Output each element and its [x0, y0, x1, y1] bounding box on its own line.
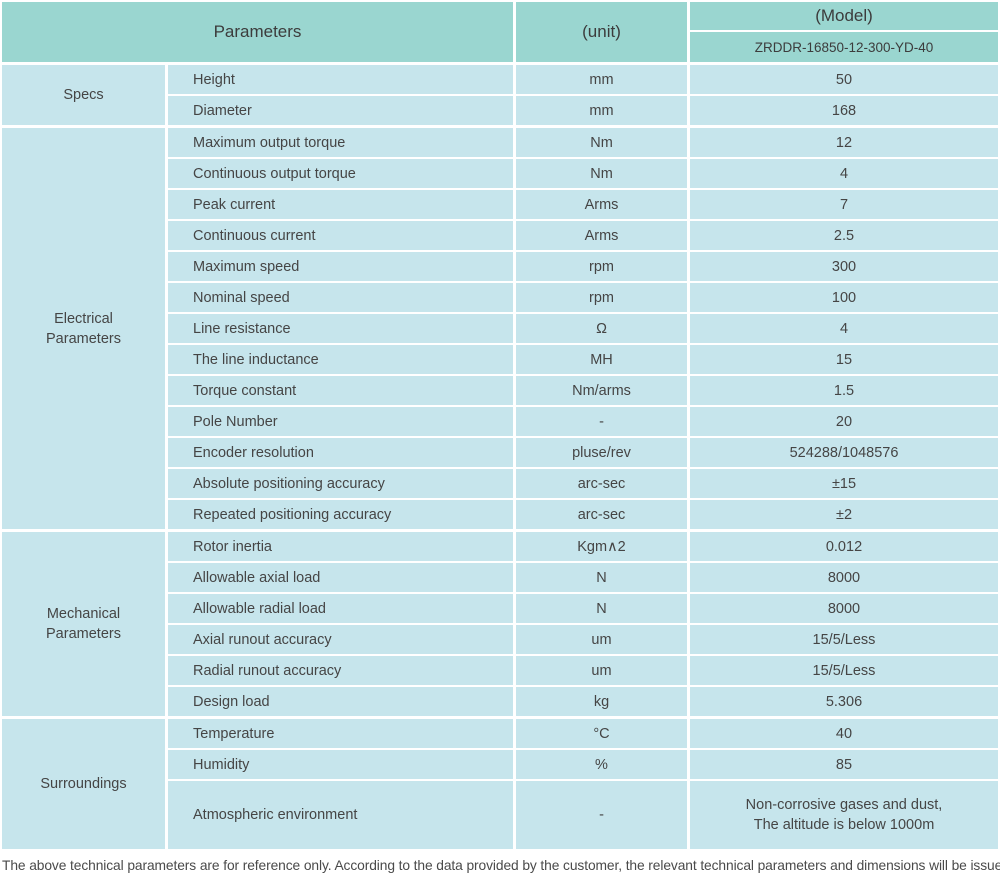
value-cell: 2.5 [690, 221, 998, 250]
param-cell: Radial runout accuracy [168, 656, 513, 685]
table-header: Parameters (unit) (Model) ZRDDR-16850-12… [2, 2, 998, 62]
unit-cell: N [516, 563, 687, 592]
param-cell: Maximum output torque [168, 128, 513, 157]
param-cell: Maximum speed [168, 252, 513, 281]
param-cell: Design load [168, 687, 513, 716]
unit-cell: Arms [516, 221, 687, 250]
param-cell: Height [168, 65, 513, 94]
value-cell: 4 [690, 314, 998, 343]
value-cell: 85 [690, 750, 998, 779]
unit-cell: % [516, 750, 687, 779]
header-parameters: Parameters [2, 2, 513, 62]
unit-cell: Nm/arms [516, 376, 687, 405]
value-cell: 20 [690, 407, 998, 436]
section: Electrical Parameters Maximum output torq… [2, 128, 998, 529]
param-cell: Absolute positioning accuracy [168, 469, 513, 498]
section: Surroundings Temperature °C 40 Humidity% 85 At… [2, 719, 998, 849]
unit-cell: Ω [516, 314, 687, 343]
param-cell: Axial runout accuracy [168, 625, 513, 654]
value-cell: 5.306 [690, 687, 998, 716]
section: Specs Height mm 50 Diameter mm 168 [2, 65, 998, 125]
footnote: The above technical parameters are for r… [2, 858, 1000, 873]
value-cell: 40 [690, 719, 998, 748]
value-cell: 15/5/Less [690, 625, 998, 654]
group-cell: Surroundings [2, 719, 165, 849]
param-cell: Atmospheric environment [168, 781, 513, 849]
param-cell: Peak current [168, 190, 513, 219]
param-cell: Repeated positioning accuracy [168, 500, 513, 529]
unit-cell: rpm [516, 283, 687, 312]
unit-cell: Kgm∧2 [516, 532, 687, 561]
unit-cell: °C [516, 719, 687, 748]
unit-cell: - [516, 781, 687, 849]
param-cell: Torque constant [168, 376, 513, 405]
value-cell: 300 [690, 252, 998, 281]
header-model-label: (Model) [690, 2, 998, 32]
value-cell: 100 [690, 283, 998, 312]
unit-cell: kg [516, 687, 687, 716]
param-cell: Rotor inertia [168, 532, 513, 561]
param-cell: Encoder resolution [168, 438, 513, 467]
value-cell: 7 [690, 190, 998, 219]
unit-cell: - [516, 407, 687, 436]
header-model-value: ZRDDR-16850-12-300-YD-40 [754, 39, 934, 55]
value-cell: 8000 [690, 594, 998, 623]
param-cell: Temperature [168, 719, 513, 748]
param-cell: Diameter [168, 96, 513, 125]
param-cell: Humidity [168, 750, 513, 779]
value-cell: 50 [690, 65, 998, 94]
unit-cell: Arms [516, 190, 687, 219]
unit-cell: arc-sec [516, 500, 687, 529]
group-cell: Mechanical Parameters [2, 532, 165, 716]
unit-cell: arc-sec [516, 469, 687, 498]
unit-cell: pluse/rev [516, 438, 687, 467]
group-cell: Specs [2, 65, 165, 125]
param-cell: Line resistance [168, 314, 513, 343]
unit-cell: um [516, 656, 687, 685]
section: Mechanical Parameters Rotor inertia Kgm∧2 0… [2, 532, 998, 716]
value-cell: 524288/1048576 [690, 438, 998, 467]
unit-cell: N [516, 594, 687, 623]
unit-cell: MH [516, 345, 687, 374]
value-cell: 8000 [690, 563, 998, 592]
param-cell: Nominal speed [168, 283, 513, 312]
value-cell: 15/5/Less [690, 656, 998, 685]
value-cell: 4 [690, 159, 998, 188]
value-cell: ±15 [690, 469, 998, 498]
table-body: Specs Height mm 50 Diameter mm 168 Electrical P… [2, 65, 998, 849]
unit-cell: um [516, 625, 687, 654]
param-cell: The line inductance [168, 345, 513, 374]
param-cell: Continuous current [168, 221, 513, 250]
value-cell: 15 [690, 345, 998, 374]
value-cell: ±2 [690, 500, 998, 529]
value-cell: 1.5 [690, 376, 998, 405]
value-cell: 12 [690, 128, 998, 157]
unit-cell: mm [516, 96, 687, 125]
unit-cell: rpm [516, 252, 687, 281]
unit-cell: mm [516, 65, 687, 94]
param-cell: Allowable axial load [168, 563, 513, 592]
param-cell: Allowable radial load [168, 594, 513, 623]
group-cell: Electrical Parameters [2, 128, 165, 529]
unit-cell: Nm [516, 128, 687, 157]
param-cell: Pole Number [168, 407, 513, 436]
value-cell: Non-corrosive gases and dust, The altitu… [690, 781, 998, 849]
unit-cell: Nm [516, 159, 687, 188]
header-model: (Model) ZRDDR-16850-12-300-YD-40 [690, 2, 998, 62]
param-cell: Continuous output torque [168, 159, 513, 188]
header-unit: (unit) [516, 2, 687, 62]
value-cell: 0.012 [690, 532, 998, 561]
value-cell: 168 [690, 96, 998, 125]
